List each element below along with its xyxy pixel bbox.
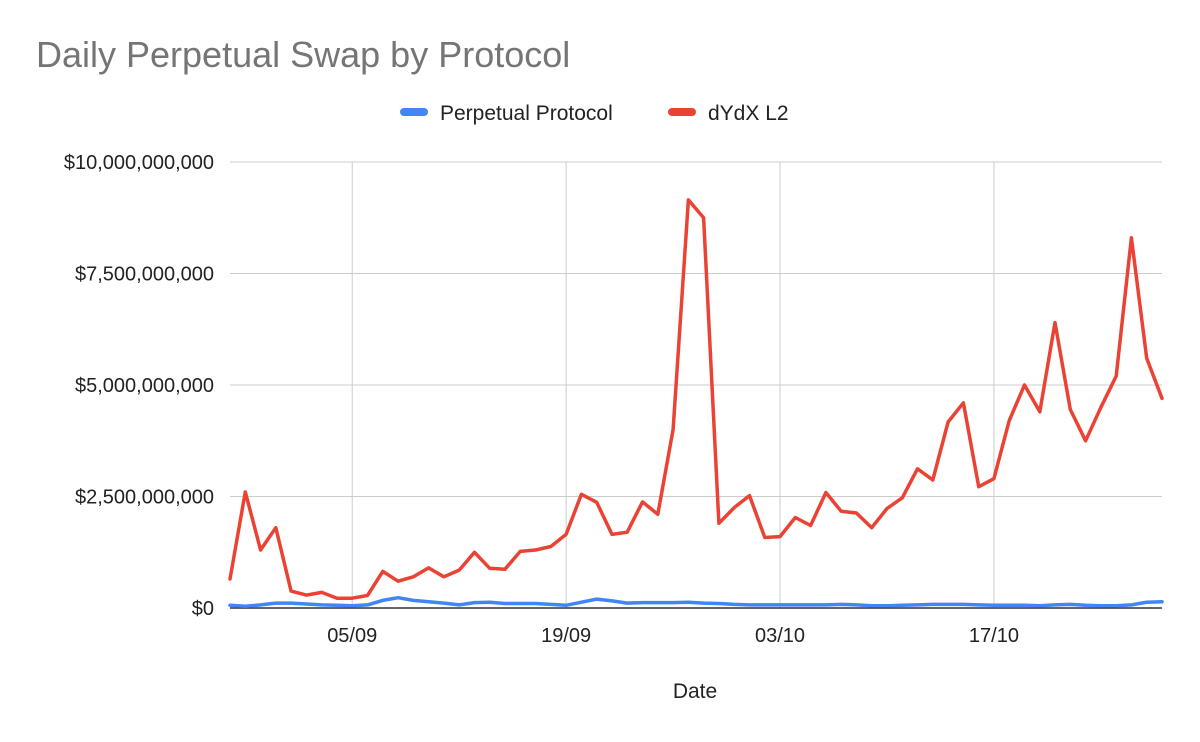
chart-title: Daily Perpetual Swap by Protocol [36,34,570,75]
x-axis-title: Date [673,680,717,703]
x-axis-tick-labels: 05/09 19/09 03/10 17/10 [327,625,1019,647]
legend-label: Perpetual Protocol [440,102,613,125]
legend-swatch [668,108,696,116]
series-line-perpetual-protocol [228,595,1164,608]
legend-swatch [400,108,428,116]
series-lines [228,198,1164,608]
y-tick-label: $7,500,000,000 [75,264,214,286]
y-tick-label: $2,500,000,000 [75,487,214,509]
x-tick-label: 17/10 [969,625,1019,647]
x-tick-label: 03/10 [755,625,805,647]
y-tick-label: $0 [192,598,214,620]
x-tick-label: 05/09 [327,625,377,647]
y-axis-tick-labels: $0 $2,500,000,000 $5,000,000,000 $7,500,000… [64,152,214,620]
y-tick-label: $5,000,000,000 [75,375,214,397]
series-line-dydx-l2 [228,198,1164,600]
legend: Perpetual Protocol dYdX L2 [400,102,789,125]
legend-label: dYdX L2 [708,102,789,125]
x-tick-label: 19/09 [541,625,591,647]
y-tick-label: $10,000,000,000 [64,152,214,174]
gridlines [230,161,1162,609]
